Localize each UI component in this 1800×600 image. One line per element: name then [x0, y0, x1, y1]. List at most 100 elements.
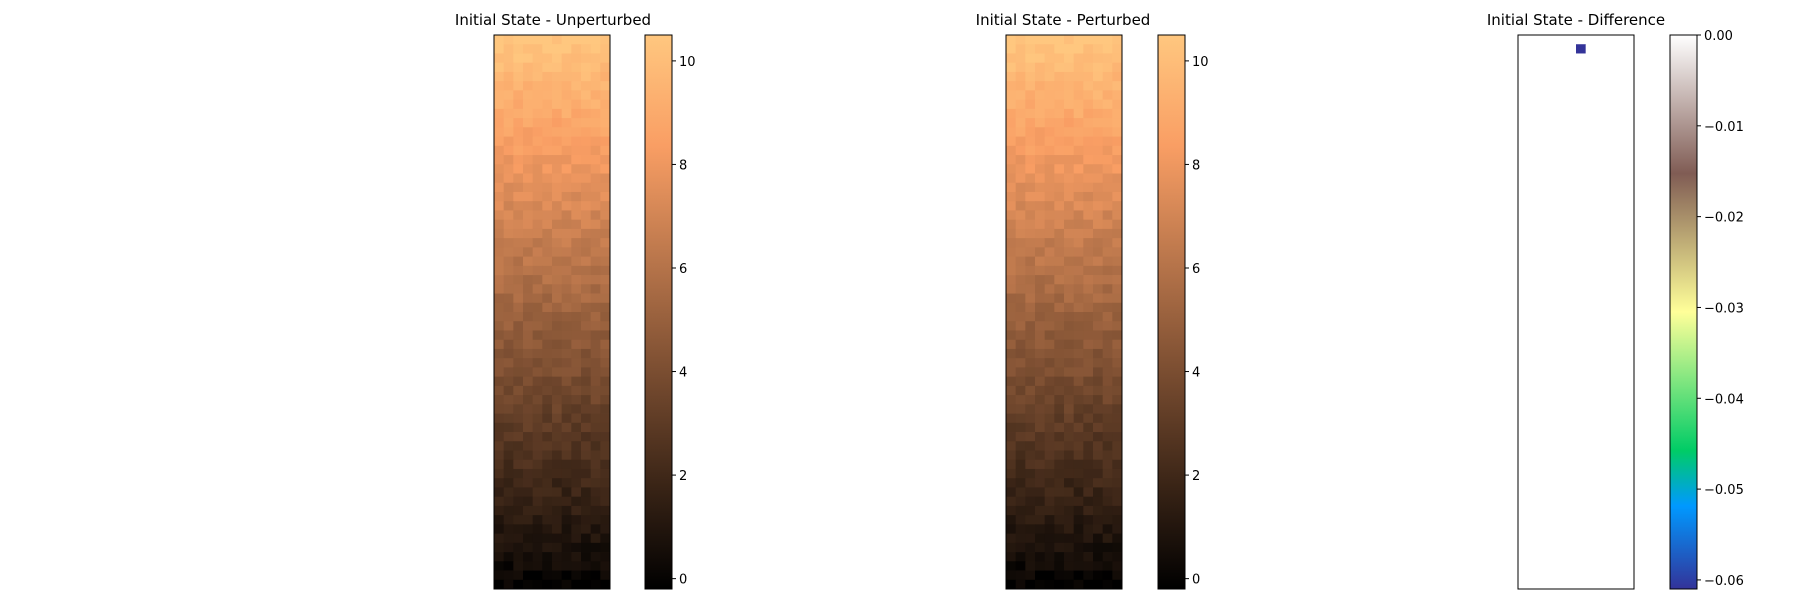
- heatmap-difference-cell: [1585, 256, 1596, 267]
- heatmap-perturbed-cell: [1073, 441, 1084, 451]
- heatmap-perturbed-cell: [1006, 201, 1017, 211]
- heatmap-difference-cell: [1614, 35, 1625, 45]
- heatmap-perturbed-cell: [1083, 136, 1094, 147]
- heatmap-unperturbed-cell: [503, 515, 514, 525]
- heatmap-difference-cell: [1576, 155, 1587, 165]
- heatmap-unperturbed-cell: [532, 330, 543, 341]
- heatmap-perturbed-cell: [1035, 339, 1046, 350]
- heatmap-unperturbed-cell: [503, 182, 514, 193]
- heatmap-unperturbed-cell: [561, 81, 572, 91]
- heatmap-unperturbed-cell: [494, 561, 505, 571]
- heatmap-perturbed-cell: [1044, 256, 1055, 267]
- heatmap-difference-cell: [1518, 275, 1529, 285]
- heatmap-difference-cell: [1595, 284, 1606, 294]
- heatmap-perturbed-cell: [1054, 145, 1065, 156]
- heatmap-perturbed-cell: [1054, 422, 1065, 433]
- heatmap-difference-cell: [1547, 99, 1558, 110]
- heatmap-perturbed-cell: [1112, 422, 1123, 433]
- heatmap-perturbed-cell: [1044, 496, 1055, 507]
- heatmap-difference-cell: [1585, 118, 1596, 128]
- heatmap-perturbed-cell: [1073, 164, 1084, 174]
- heatmap-unperturbed-cell: [542, 155, 553, 165]
- heatmap-perturbed-cell: [1035, 552, 1046, 562]
- heatmap-unperturbed-cell: [552, 118, 563, 128]
- heatmap-difference-cell: [1566, 182, 1577, 193]
- heatmap-unperturbed-cell: [552, 422, 563, 433]
- heatmap-difference-cell: [1605, 127, 1616, 137]
- heatmap-perturbed-cell: [1083, 524, 1094, 534]
- heatmap-perturbed-cell: [1006, 228, 1017, 239]
- heatmap-perturbed-cell: [1064, 53, 1075, 64]
- heatmap-difference-cell: [1624, 173, 1635, 184]
- heatmap-perturbed-cell: [1044, 533, 1055, 544]
- heatmap-perturbed-cell: [1083, 450, 1094, 461]
- heatmap-unperturbed-cell: [494, 432, 505, 442]
- heatmap-unperturbed-cell: [561, 228, 572, 239]
- heatmap-difference-cell: [1576, 459, 1587, 470]
- heatmap-perturbed-cell: [1035, 256, 1046, 267]
- heatmap-unperturbed-cell: [571, 321, 582, 331]
- heatmap-unperturbed-cell: [561, 385, 572, 396]
- heatmap-perturbed-cell: [1083, 247, 1094, 257]
- heatmap-unperturbed-cell: [552, 561, 563, 571]
- heatmap-unperturbed-cell: [561, 348, 572, 359]
- heatmap-perturbed-cell: [1006, 515, 1017, 525]
- heatmap-unperturbed-cell: [503, 284, 514, 294]
- heatmap-perturbed-cell: [1064, 450, 1075, 461]
- heatmap-unperturbed-cell: [542, 552, 553, 562]
- heatmap-perturbed-cell: [1044, 478, 1055, 488]
- heatmap-unperturbed-cell: [571, 570, 582, 581]
- heatmap-unperturbed-cell: [581, 247, 592, 257]
- heatmap-perturbed-cell: [1064, 422, 1075, 433]
- heatmap-difference-cell: [1556, 155, 1567, 165]
- heatmap-difference-cell: [1518, 302, 1529, 313]
- heatmap-difference-cell: [1624, 505, 1635, 516]
- heatmap-perturbed-cell: [1102, 201, 1113, 211]
- heatmap-unperturbed-cell: [561, 35, 572, 45]
- heatmap-unperturbed-cell: [513, 339, 524, 350]
- heatmap-difference-cell: [1547, 358, 1558, 368]
- heatmap-unperturbed-cell: [600, 330, 611, 341]
- panel-title-unperturbed: Initial State - Unperturbed: [455, 11, 651, 29]
- colorbar-perturbed-tick-label: 6: [1192, 262, 1200, 277]
- heatmap-difference-cell: [1614, 136, 1625, 147]
- heatmap-difference-cell: [1595, 127, 1606, 137]
- heatmap-unperturbed-cell: [590, 127, 601, 137]
- heatmap-difference-cell: [1605, 164, 1616, 174]
- heatmap-difference-cell: [1566, 228, 1577, 239]
- heatmap-perturbed-cell: [1044, 312, 1055, 322]
- heatmap-perturbed-cell: [1006, 127, 1017, 137]
- heatmap-difference-cell: [1595, 524, 1606, 534]
- heatmap-perturbed-cell: [1083, 422, 1094, 433]
- heatmap-unperturbed-cell: [494, 44, 505, 54]
- heatmap-perturbed-cell: [1112, 432, 1123, 442]
- heatmap-difference-cell: [1576, 201, 1587, 211]
- heatmap-unperturbed-cell: [581, 459, 592, 470]
- heatmap-perturbed-cell: [1044, 228, 1055, 239]
- heatmap-unperturbed-cell: [532, 71, 543, 82]
- heatmap-difference-cell: [1547, 385, 1558, 396]
- heatmap-difference-cell: [1576, 348, 1587, 359]
- heatmap-unperturbed-cell: [552, 579, 563, 590]
- heatmap-unperturbed-cell: [552, 496, 563, 507]
- heatmap-unperturbed-cell: [542, 127, 553, 137]
- heatmap-perturbed-cell: [1025, 505, 1036, 516]
- heatmap-unperturbed-cell: [590, 312, 601, 322]
- heatmap-unperturbed-cell: [523, 191, 534, 202]
- heatmap-difference-cell: [1556, 330, 1567, 341]
- heatmap-difference-cell: [1537, 293, 1548, 304]
- heatmap-difference-cell: [1547, 81, 1558, 91]
- heatmap-perturbed-cell: [1093, 265, 1104, 276]
- heatmap-perturbed-cell: [1054, 487, 1065, 498]
- heatmap-perturbed-cell: [1035, 90, 1046, 101]
- heatmap-difference-cell: [1556, 127, 1567, 137]
- heatmap-difference-cell: [1566, 348, 1577, 359]
- heatmap-perturbed-cell: [1025, 201, 1036, 211]
- heatmap-perturbed-cell: [1035, 330, 1046, 341]
- heatmap-unperturbed-cell: [552, 348, 563, 359]
- heatmap-perturbed-cell: [1064, 62, 1075, 73]
- heatmap-unperturbed-cell: [494, 275, 505, 285]
- heatmap-perturbed-cell: [1093, 62, 1104, 73]
- heatmap-perturbed-cell: [1025, 339, 1036, 350]
- heatmap-difference-cell: [1614, 459, 1625, 470]
